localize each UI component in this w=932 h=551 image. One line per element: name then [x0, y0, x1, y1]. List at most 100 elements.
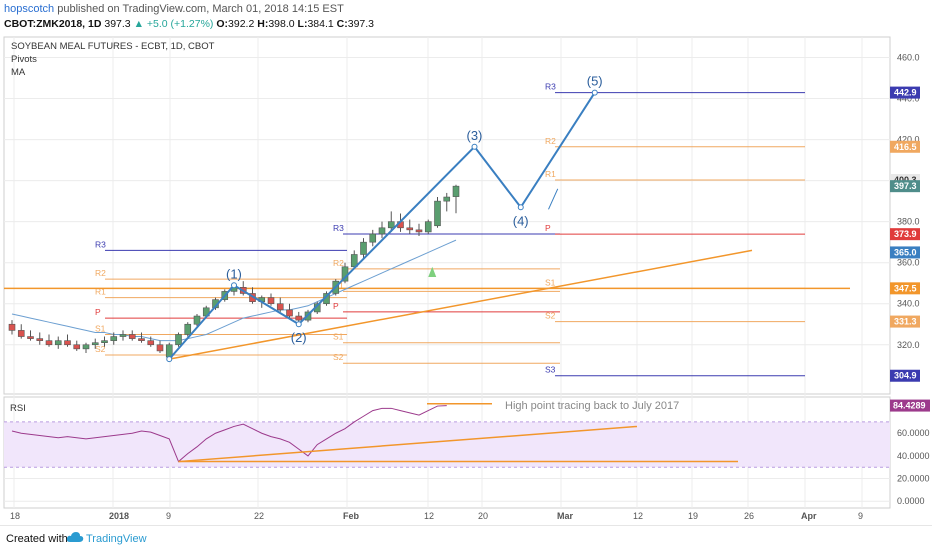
price-badge-label: 347.5: [894, 283, 917, 293]
rsi-layer: [4, 403, 890, 468]
candle-body: [147, 340, 155, 346]
trend-layer: [169, 188, 753, 360]
candle-body: [73, 344, 81, 350]
wave-point: [517, 204, 524, 211]
price-badge: [890, 315, 920, 328]
time-tick-label: Apr: [801, 511, 817, 521]
candle-body: [267, 297, 275, 305]
candle-body: [387, 221, 395, 229]
uptrend-line: [169, 249, 753, 360]
price-badge: [890, 180, 920, 193]
legend-title: SOYBEAN MEAL FUTURES - ECBT, 1D, CBOT: [11, 41, 215, 52]
pivot-level-label: R1: [545, 169, 556, 179]
change-value: +5.0 (+1.27%): [146, 18, 214, 30]
time-tick-label: 18: [10, 511, 20, 521]
pivot-level-label: P: [333, 301, 339, 311]
pivot-level-label: R3: [95, 239, 106, 249]
publish-info: hopscotch published on TradingView.com, …: [4, 3, 344, 15]
price-badge: [890, 86, 920, 99]
candle-body: [175, 334, 182, 346]
price-badge-label: 400.3: [894, 175, 917, 185]
candle-body: [91, 342, 99, 346]
candle-body: [276, 303, 284, 311]
wave-point: [231, 282, 237, 289]
candle-body: [378, 227, 386, 235]
candle-body: [156, 344, 164, 352]
high-value: 398.0: [268, 18, 295, 30]
candle-body: [101, 340, 108, 344]
time-tick-label: 9: [166, 511, 171, 521]
price-badge-label: 442.9: [894, 88, 917, 98]
time-tick-label: 2018: [109, 511, 129, 521]
pivot-level-label: R2: [95, 268, 106, 278]
rsi-band: [4, 421, 890, 468]
rsi-title: RSI: [10, 403, 26, 414]
time-tick-label: 12: [633, 511, 643, 521]
wave-label: (4): [513, 213, 529, 228]
rsi-tick-label: 40.0000: [897, 451, 930, 461]
candle-body: [184, 323, 192, 335]
price-badge-label: 416.5: [894, 142, 917, 152]
pivot-level-label: S1: [333, 332, 344, 342]
candle-body: [138, 338, 145, 341]
price-badge-label: 331.3: [894, 317, 917, 327]
pivot-level-label: S3: [545, 365, 556, 375]
time-tick-label: 26: [744, 511, 754, 521]
wave-point: [471, 143, 478, 150]
candle-body: [110, 336, 118, 341]
wave-label: (3): [467, 128, 483, 143]
wave-label: (5): [587, 74, 603, 89]
published-text: published on TradingView.com, March 01, …: [57, 3, 344, 15]
time-tick-label: 9: [858, 511, 863, 521]
symbol-label: CBOT:ZMK2018, 1D: [4, 18, 102, 30]
time-tick-label: 22: [254, 511, 264, 521]
candle-body: [369, 233, 377, 243]
chart-canvas[interactable]: R3R2R1PS1S2R3R2R1PS1S2R3R2R1PS1S2S3 (1)(…: [0, 0, 932, 525]
candle-body: [82, 344, 90, 350]
candle-body: [443, 196, 451, 202]
wave-point: [295, 321, 302, 328]
low-label: L:: [297, 18, 308, 30]
rsi-tick-label: 60.0000: [897, 428, 930, 438]
pivot-layer: R3R2R1PS1S2R3R2R1PS1S2R3R2R1PS1S2S3: [4, 82, 850, 377]
tradingview-brand[interactable]: TradingView: [86, 533, 147, 545]
open-value: 392.2: [228, 18, 255, 30]
wave-label: (2): [291, 330, 307, 345]
candle-body: [406, 227, 414, 231]
high-label: H:: [257, 18, 269, 30]
wave-layer: (1) (2) (3) (4) (5): [166, 74, 603, 363]
candle-body: [193, 315, 201, 325]
candle-body: [286, 309, 293, 317]
rsi-tick-label: 0.0000: [897, 496, 925, 506]
rsi-tick-label: 20.0000: [897, 474, 930, 484]
ma-layer: [11, 239, 457, 342]
candle-body: [8, 323, 16, 331]
pivot-level-label: P: [545, 223, 551, 233]
pivot-level-label: R2: [333, 258, 344, 268]
candle-body: [434, 200, 441, 227]
close-label: C:: [336, 18, 348, 30]
price-tick-label: 320.0: [897, 340, 920, 350]
tradingview-logo-icon: [66, 532, 84, 542]
buy-signal-marker: [428, 266, 437, 278]
price-badge-label: 397.3: [894, 181, 917, 191]
candle-body: [415, 229, 423, 233]
rsi-line: [11, 405, 447, 463]
time-tick-label: 19: [688, 511, 698, 521]
moving-average-line: [11, 239, 457, 342]
price-tick-label: 360.0: [897, 258, 920, 268]
pivot-level-label: S2: [545, 311, 556, 321]
price-tick-label: 380.0: [897, 217, 920, 227]
time-tick-label: 20: [478, 511, 488, 521]
pivot-level-label: P: [95, 307, 101, 317]
price-pane[interactable]: [3, 36, 891, 395]
flag-line: [548, 188, 559, 210]
price-tick-label: 340.0: [897, 299, 920, 309]
price-badge-label: 365.0: [894, 247, 917, 257]
pivot-level-label: S2: [333, 352, 344, 362]
legend-ma: MA: [11, 67, 26, 78]
candle-body: [424, 221, 432, 233]
rsi-trend-line: [178, 425, 638, 463]
author-link[interactable]: hopscotch: [4, 3, 55, 15]
wave-label: (1): [226, 266, 242, 281]
